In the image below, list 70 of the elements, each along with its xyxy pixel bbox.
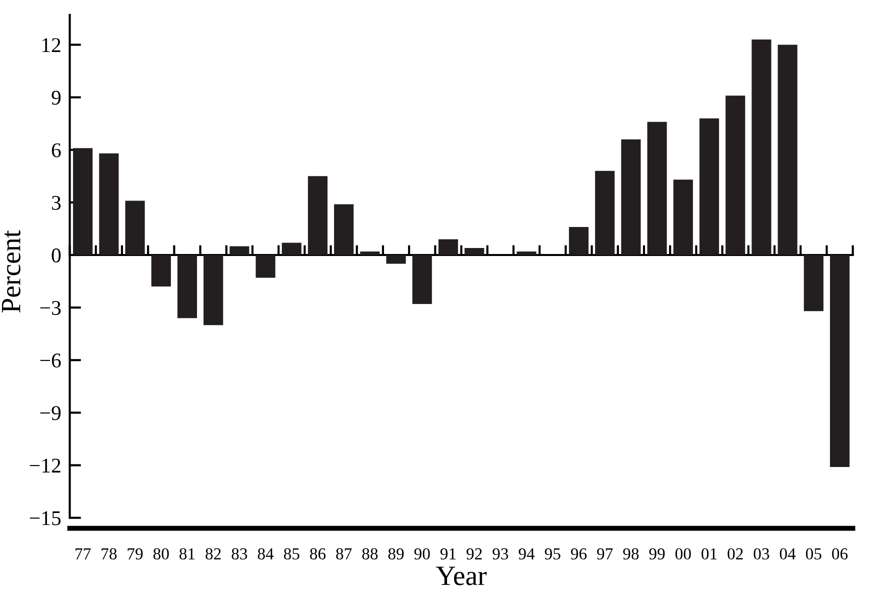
x-tick-label: 00 [675,548,691,560]
bar [151,255,171,287]
bar [804,255,824,312]
bar [360,252,380,255]
x-tick-label: 01 [702,548,717,560]
x-tick-label: 87 [336,548,352,560]
bar [726,96,746,255]
bar [99,153,119,255]
x-tick-label: 95 [544,548,560,560]
x-tick-label: 77 [76,548,91,560]
x-tick-label: 05 [806,548,822,560]
x-axis-title: Year [436,566,487,586]
x-tick-label: 85 [284,548,300,560]
y-tick-label: 9 [52,90,61,105]
bar [412,255,432,304]
bar [386,255,406,264]
x-tick-label: 84 [258,548,274,560]
x-tick-label: 83 [232,548,248,560]
y-tick-label: −15 [30,511,61,526]
y-tick-label: −12 [30,458,60,472]
x-tick-label: 92 [466,548,482,560]
y-tick-label: 0 [52,248,61,262]
x-tick-label: 02 [728,548,743,560]
x-tick-label: 82 [206,548,221,560]
bar [177,255,198,318]
x-tick-label: 06 [832,548,848,560]
x-tick-label: 96 [570,548,587,560]
y-tick-label: −3 [40,300,61,315]
bar [438,239,458,255]
bar [752,40,772,255]
bar [308,176,328,255]
x-tick-label: 90 [414,548,430,560]
bar [464,248,484,255]
x-tick-label: 88 [362,548,378,560]
x-tick-label: 89 [388,548,404,560]
x-tick-label: 94 [518,548,535,560]
x-tick-label: 93 [492,548,508,560]
bar [73,148,93,255]
bar [778,44,798,255]
bar [830,255,850,467]
y-tick-label: 6 [52,143,61,158]
bar [282,242,302,255]
x-tick-label: 97 [597,548,613,560]
bar [334,204,354,255]
x-tick-label: 91 [440,548,456,560]
x-tick-label: 04 [780,548,796,560]
bar [647,122,667,255]
x-tick-label: 98 [623,548,639,560]
bar [568,226,589,255]
bar [699,118,720,255]
x-tick-label: 99 [649,548,665,560]
y-axis-title: Percent [2,230,20,312]
x-tick-label: 80 [153,548,169,560]
bar [125,200,145,255]
y-tick-label: −6 [40,354,61,368]
x-tick-label: 03 [754,548,770,560]
bar [230,246,250,255]
x-tick-label: 78 [102,548,117,560]
bar [673,180,693,255]
bar [256,255,276,278]
bar [204,255,224,326]
bar [516,252,536,255]
x-tick-label: 86 [310,548,326,560]
bar [621,139,641,255]
y-tick-label: −9 [40,406,61,420]
y-tick-label: 3 [52,196,61,210]
bar [595,170,615,255]
x-tick-label: 79 [128,548,143,560]
y-tick-label: 12 [42,38,60,52]
x-tick-label: 81 [180,548,195,560]
